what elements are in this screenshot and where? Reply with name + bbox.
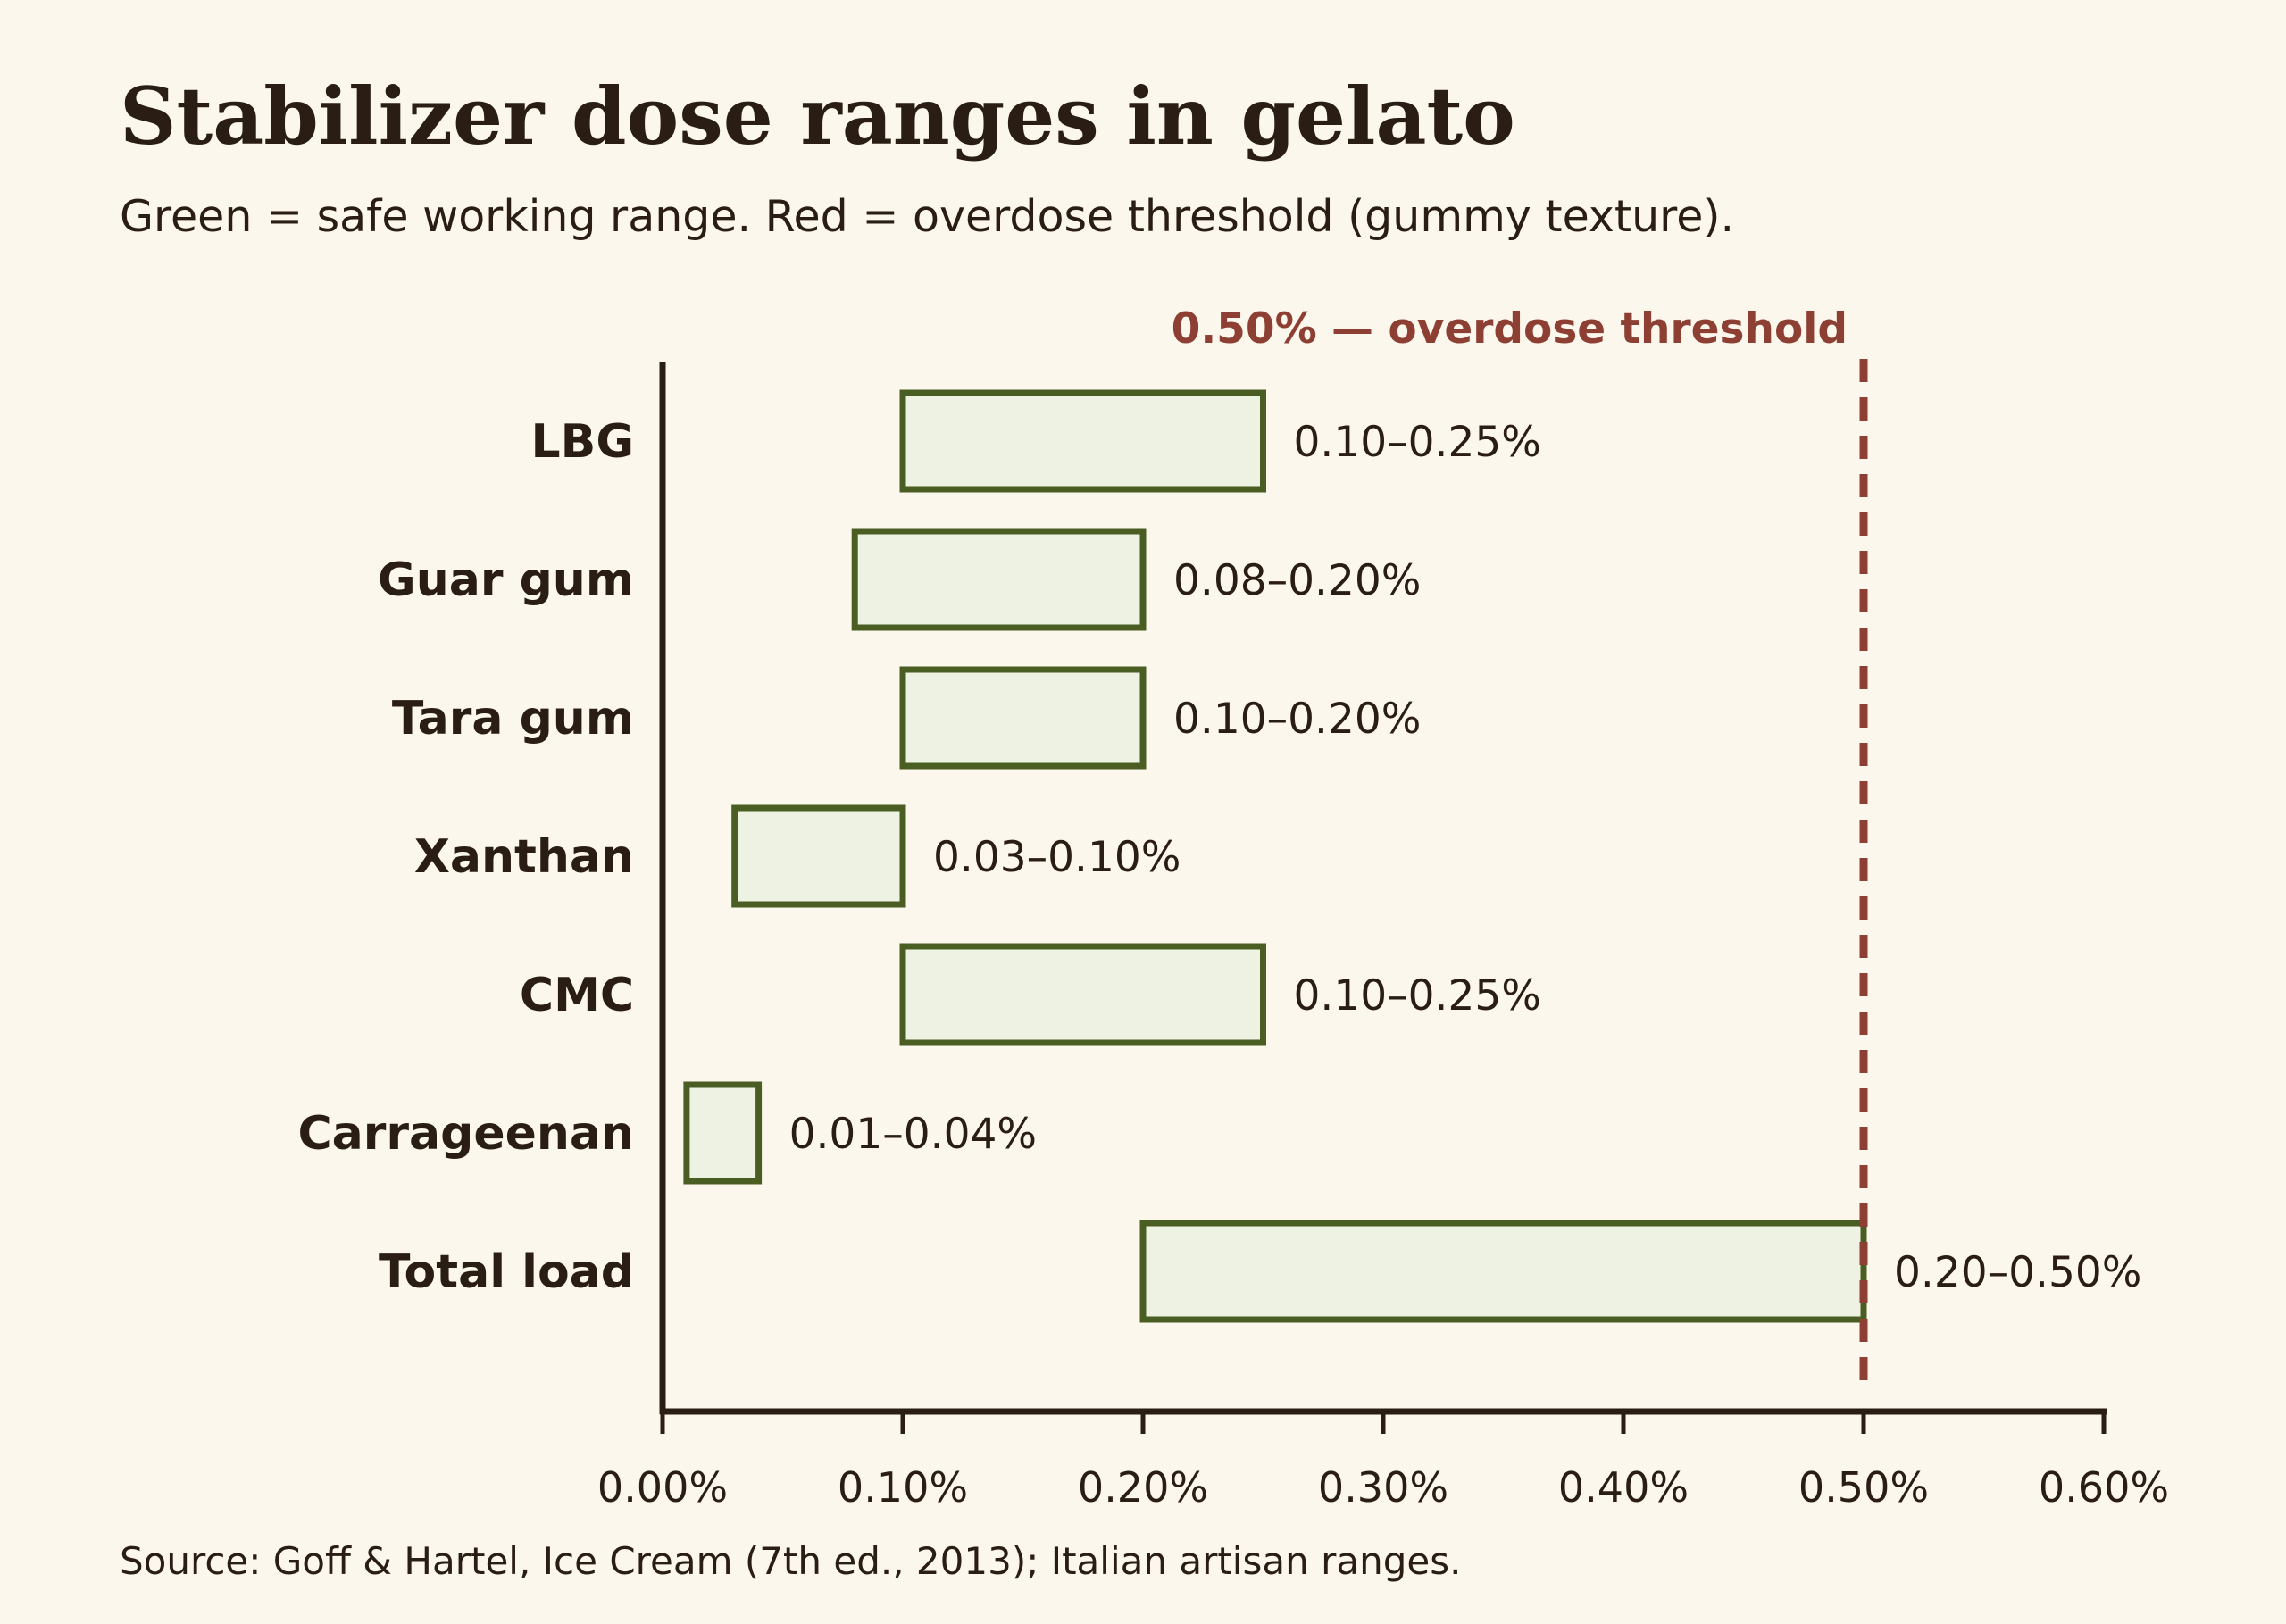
range-bar [899,943,1266,1046]
range-value-label: 0.10–0.25% [1294,418,1541,467]
chart-subtitle: Green = safe working range. Red = overdo… [120,191,1735,242]
x-tick-label: 0.40% [1558,1463,1689,1512]
category-label: Total load [379,1245,634,1299]
x-tick-label: 0.20% [1078,1463,1208,1512]
range-value-label: 0.03–0.10% [933,833,1181,882]
range-bar [899,666,1147,770]
x-tick-label: 0.50% [1798,1463,1929,1512]
category-label: Guar gum [378,554,634,607]
x-tick-label: 0.60% [2039,1463,2169,1512]
chart-title: Stabilizer dose ranges in gelato [120,70,1515,162]
category-label: Carrageenan [297,1107,634,1161]
range-value-label: 0.01–0.04% [789,1110,1037,1159]
x-tick-label: 0.30% [1318,1463,1448,1512]
range-value-label: 0.10–0.20% [1173,695,1421,744]
range-value-label: 0.10–0.25% [1294,971,1541,1020]
range-bar [851,528,1147,631]
range-bar [731,804,906,908]
range-bar [899,389,1266,493]
x-tick-label: 0.00% [597,1463,728,1512]
overdose-threshold-label: 0.50% — overdose threshold [1172,304,1848,354]
category-label: Tara gum [392,692,634,745]
category-label: LBG [531,415,634,469]
range-value-label: 0.08–0.20% [1173,556,1421,605]
category-label: CMC [520,969,634,1022]
range-bar [1139,1220,1867,1323]
source-note: Source: Goff & Hartel, Ice Cream (7th ed… [120,1539,1462,1583]
x-tick-label: 0.10% [838,1463,968,1512]
range-value-label: 0.20–0.50% [1894,1248,2141,1297]
range-bar [683,1081,763,1185]
category-label: Xanthan [414,830,634,884]
